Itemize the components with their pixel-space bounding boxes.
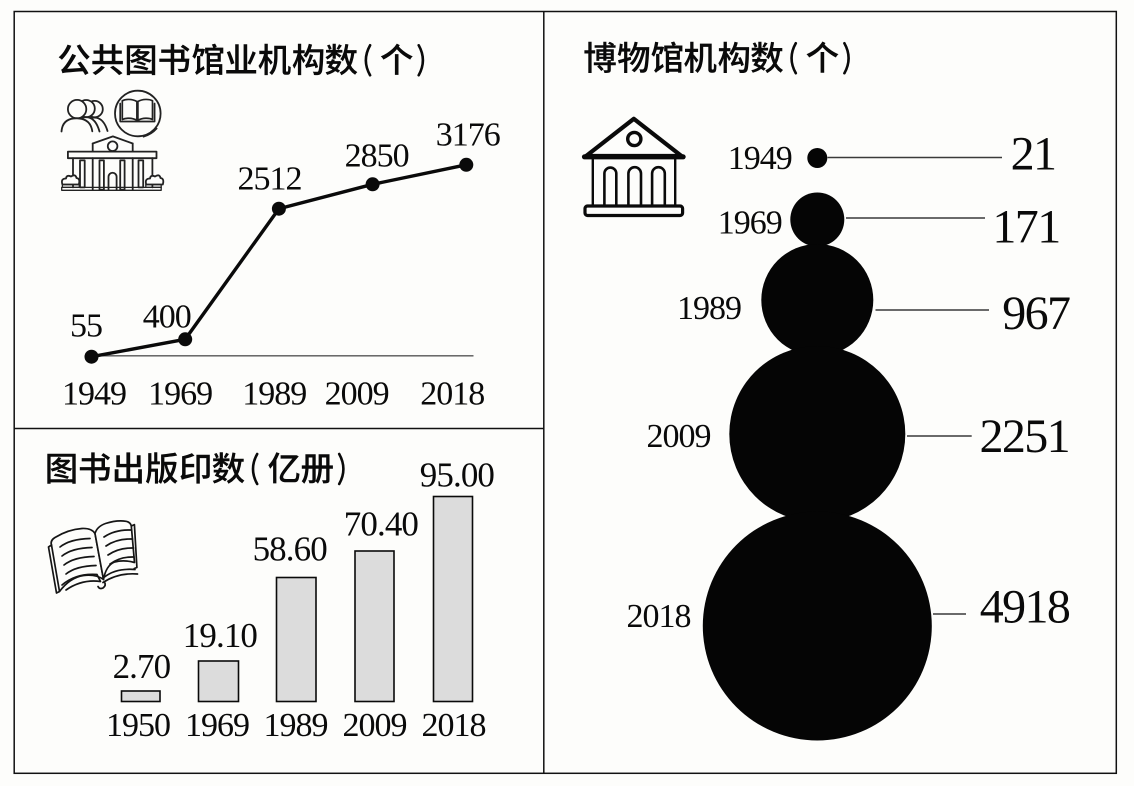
svg-text:2009: 2009 [325,376,389,413]
svg-text:2018: 2018 [420,376,484,413]
svg-text:1949: 1949 [728,140,792,177]
svg-text:967: 967 [1002,287,1070,340]
svg-text:1949: 1949 [62,376,126,413]
svg-text:58.60: 58.60 [253,529,328,568]
svg-text:1989: 1989 [242,376,306,413]
svg-text:55: 55 [70,308,102,345]
svg-text:2512: 2512 [238,161,302,198]
svg-text:1989: 1989 [264,707,328,744]
svg-text:2018: 2018 [627,598,691,635]
svg-text:2.70: 2.70 [113,647,171,686]
svg-text:2009: 2009 [343,707,407,744]
svg-text:2009: 2009 [647,418,711,455]
svg-text:1950: 1950 [106,707,170,744]
svg-text:95.00: 95.00 [420,455,495,494]
svg-text:4918: 4918 [980,580,1070,633]
svg-text:2850: 2850 [345,138,409,175]
svg-text:2251: 2251 [979,410,1069,463]
svg-text:3176: 3176 [436,117,500,154]
svg-text:70.40: 70.40 [344,505,419,544]
svg-text:1969: 1969 [185,707,249,744]
svg-text:1969: 1969 [148,376,212,413]
svg-text:400: 400 [143,298,191,335]
svg-text:1969: 1969 [718,205,782,242]
svg-text:171: 171 [992,201,1059,254]
svg-text:2018: 2018 [422,707,486,744]
svg-text:19.10: 19.10 [183,616,258,655]
svg-text:1989: 1989 [677,290,741,327]
svg-text:21: 21 [1011,128,1056,181]
